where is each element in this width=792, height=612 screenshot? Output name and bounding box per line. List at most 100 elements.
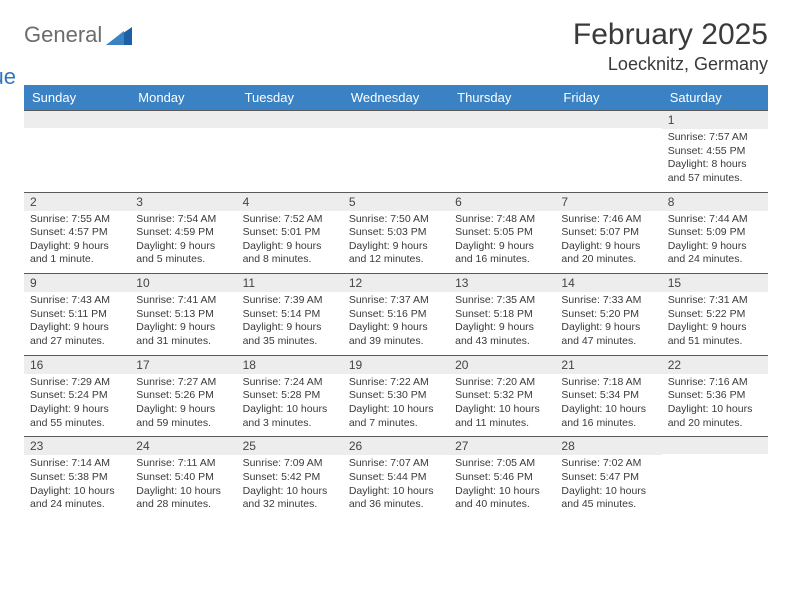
sunset-text: Sunset: 5:46 PM — [455, 471, 549, 485]
calendar-table: Sunday Monday Tuesday Wednesday Thursday… — [24, 85, 768, 518]
day-number — [24, 111, 130, 128]
sunrise-text: Sunrise: 7:05 AM — [455, 457, 549, 471]
day-number: 14 — [555, 274, 661, 292]
sunset-text: Sunset: 5:24 PM — [30, 389, 124, 403]
day-number: 6 — [449, 193, 555, 211]
logo-triangle-icon — [106, 25, 132, 45]
sunset-text: Sunset: 5:01 PM — [243, 226, 337, 240]
calendar-day-cell — [662, 437, 768, 518]
day-number: 28 — [555, 437, 661, 455]
day-details: Sunrise: 7:05 AMSunset: 5:46 PMDaylight:… — [449, 455, 555, 518]
day-number: 4 — [237, 193, 343, 211]
weekday-header: Tuesday — [237, 85, 343, 111]
day-details: Sunrise: 7:35 AMSunset: 5:18 PMDaylight:… — [449, 292, 555, 355]
logo-row: General — [24, 22, 132, 48]
daylight-text: Daylight: 9 hours and 31 minutes. — [136, 321, 230, 348]
sunrise-text: Sunrise: 7:43 AM — [30, 294, 124, 308]
sunset-text: Sunset: 5:03 PM — [349, 226, 443, 240]
daylight-text: Daylight: 9 hours and 20 minutes. — [561, 240, 655, 267]
sunset-text: Sunset: 5:26 PM — [136, 389, 230, 403]
day-number — [130, 111, 236, 128]
sunrise-text: Sunrise: 7:57 AM — [668, 131, 762, 145]
day-details: Sunrise: 7:37 AMSunset: 5:16 PMDaylight:… — [343, 292, 449, 355]
day-details: Sunrise: 7:50 AMSunset: 5:03 PMDaylight:… — [343, 211, 449, 274]
day-details — [237, 128, 343, 186]
title-block: February 2025 Loecknitz, Germany — [573, 18, 768, 75]
sunset-text: Sunset: 5:13 PM — [136, 308, 230, 322]
day-details: Sunrise: 7:54 AMSunset: 4:59 PMDaylight:… — [130, 211, 236, 274]
sunset-text: Sunset: 4:55 PM — [668, 145, 762, 159]
day-details — [24, 128, 130, 186]
day-details: Sunrise: 7:20 AMSunset: 5:32 PMDaylight:… — [449, 374, 555, 437]
sunset-text: Sunset: 4:57 PM — [30, 226, 124, 240]
sunset-text: Sunset: 5:20 PM — [561, 308, 655, 322]
day-details: Sunrise: 7:44 AMSunset: 5:09 PMDaylight:… — [662, 211, 768, 274]
calendar-week-row: 9Sunrise: 7:43 AMSunset: 5:11 PMDaylight… — [24, 274, 768, 356]
sunrise-text: Sunrise: 7:48 AM — [455, 213, 549, 227]
day-number: 10 — [130, 274, 236, 292]
calendar-day-cell: 26Sunrise: 7:07 AMSunset: 5:44 PMDayligh… — [343, 437, 449, 518]
calendar-week-row: 16Sunrise: 7:29 AMSunset: 5:24 PMDayligh… — [24, 355, 768, 437]
day-details: Sunrise: 7:16 AMSunset: 5:36 PMDaylight:… — [662, 374, 768, 437]
daylight-text: Daylight: 9 hours and 39 minutes. — [349, 321, 443, 348]
day-number: 11 — [237, 274, 343, 292]
day-details — [449, 128, 555, 186]
day-details: Sunrise: 7:27 AMSunset: 5:26 PMDaylight:… — [130, 374, 236, 437]
day-number: 1 — [662, 111, 768, 129]
calendar-day-cell: 17Sunrise: 7:27 AMSunset: 5:26 PMDayligh… — [130, 355, 236, 437]
day-details: Sunrise: 7:02 AMSunset: 5:47 PMDaylight:… — [555, 455, 661, 518]
day-details: Sunrise: 7:41 AMSunset: 5:13 PMDaylight:… — [130, 292, 236, 355]
logo-text-blue: Blue — [0, 64, 16, 89]
day-number: 23 — [24, 437, 130, 455]
calendar-day-cell — [237, 111, 343, 193]
daylight-text: Daylight: 9 hours and 55 minutes. — [30, 403, 124, 430]
day-number: 22 — [662, 356, 768, 374]
daylight-text: Daylight: 9 hours and 12 minutes. — [349, 240, 443, 267]
calendar-day-cell: 12Sunrise: 7:37 AMSunset: 5:16 PMDayligh… — [343, 274, 449, 356]
daylight-text: Daylight: 10 hours and 28 minutes. — [136, 485, 230, 512]
daylight-text: Daylight: 10 hours and 36 minutes. — [349, 485, 443, 512]
daylight-text: Daylight: 9 hours and 5 minutes. — [136, 240, 230, 267]
calendar-day-cell: 16Sunrise: 7:29 AMSunset: 5:24 PMDayligh… — [24, 355, 130, 437]
day-number: 13 — [449, 274, 555, 292]
month-title: February 2025 — [573, 18, 768, 52]
calendar-day-cell: 13Sunrise: 7:35 AMSunset: 5:18 PMDayligh… — [449, 274, 555, 356]
calendar-day-cell: 24Sunrise: 7:11 AMSunset: 5:40 PMDayligh… — [130, 437, 236, 518]
daylight-text: Daylight: 10 hours and 20 minutes. — [668, 403, 762, 430]
sunrise-text: Sunrise: 7:16 AM — [668, 376, 762, 390]
calendar-week-row: 1Sunrise: 7:57 AMSunset: 4:55 PMDaylight… — [24, 111, 768, 193]
sunrise-text: Sunrise: 7:09 AM — [243, 457, 337, 471]
calendar-day-cell: 27Sunrise: 7:05 AMSunset: 5:46 PMDayligh… — [449, 437, 555, 518]
day-number: 19 — [343, 356, 449, 374]
day-number: 24 — [130, 437, 236, 455]
logo-text-general: General — [24, 22, 102, 48]
sunset-text: Sunset: 5:38 PM — [30, 471, 124, 485]
daylight-text: Daylight: 9 hours and 1 minute. — [30, 240, 124, 267]
sunrise-text: Sunrise: 7:52 AM — [243, 213, 337, 227]
weekday-header: Friday — [555, 85, 661, 111]
day-details: Sunrise: 7:22 AMSunset: 5:30 PMDaylight:… — [343, 374, 449, 437]
sunrise-text: Sunrise: 7:41 AM — [136, 294, 230, 308]
calendar-day-cell: 1Sunrise: 7:57 AMSunset: 4:55 PMDaylight… — [662, 111, 768, 193]
sunset-text: Sunset: 5:40 PM — [136, 471, 230, 485]
calendar-day-cell — [449, 111, 555, 193]
daylight-text: Daylight: 9 hours and 47 minutes. — [561, 321, 655, 348]
calendar-day-cell: 5Sunrise: 7:50 AMSunset: 5:03 PMDaylight… — [343, 192, 449, 274]
sunrise-text: Sunrise: 7:35 AM — [455, 294, 549, 308]
daylight-text: Daylight: 9 hours and 27 minutes. — [30, 321, 124, 348]
sunrise-text: Sunrise: 7:54 AM — [136, 213, 230, 227]
day-details: Sunrise: 7:57 AMSunset: 4:55 PMDaylight:… — [662, 129, 768, 192]
day-number: 12 — [343, 274, 449, 292]
sunrise-text: Sunrise: 7:29 AM — [30, 376, 124, 390]
sunset-text: Sunset: 5:30 PM — [349, 389, 443, 403]
weekday-header: Sunday — [24, 85, 130, 111]
day-number: 21 — [555, 356, 661, 374]
header: General Blue February 2025 Loecknitz, Ge… — [24, 18, 768, 75]
day-number: 7 — [555, 193, 661, 211]
day-details: Sunrise: 7:33 AMSunset: 5:20 PMDaylight:… — [555, 292, 661, 355]
sunrise-text: Sunrise: 7:20 AM — [455, 376, 549, 390]
day-number — [555, 111, 661, 128]
calendar-week-row: 23Sunrise: 7:14 AMSunset: 5:38 PMDayligh… — [24, 437, 768, 518]
sunset-text: Sunset: 5:34 PM — [561, 389, 655, 403]
day-number: 5 — [343, 193, 449, 211]
